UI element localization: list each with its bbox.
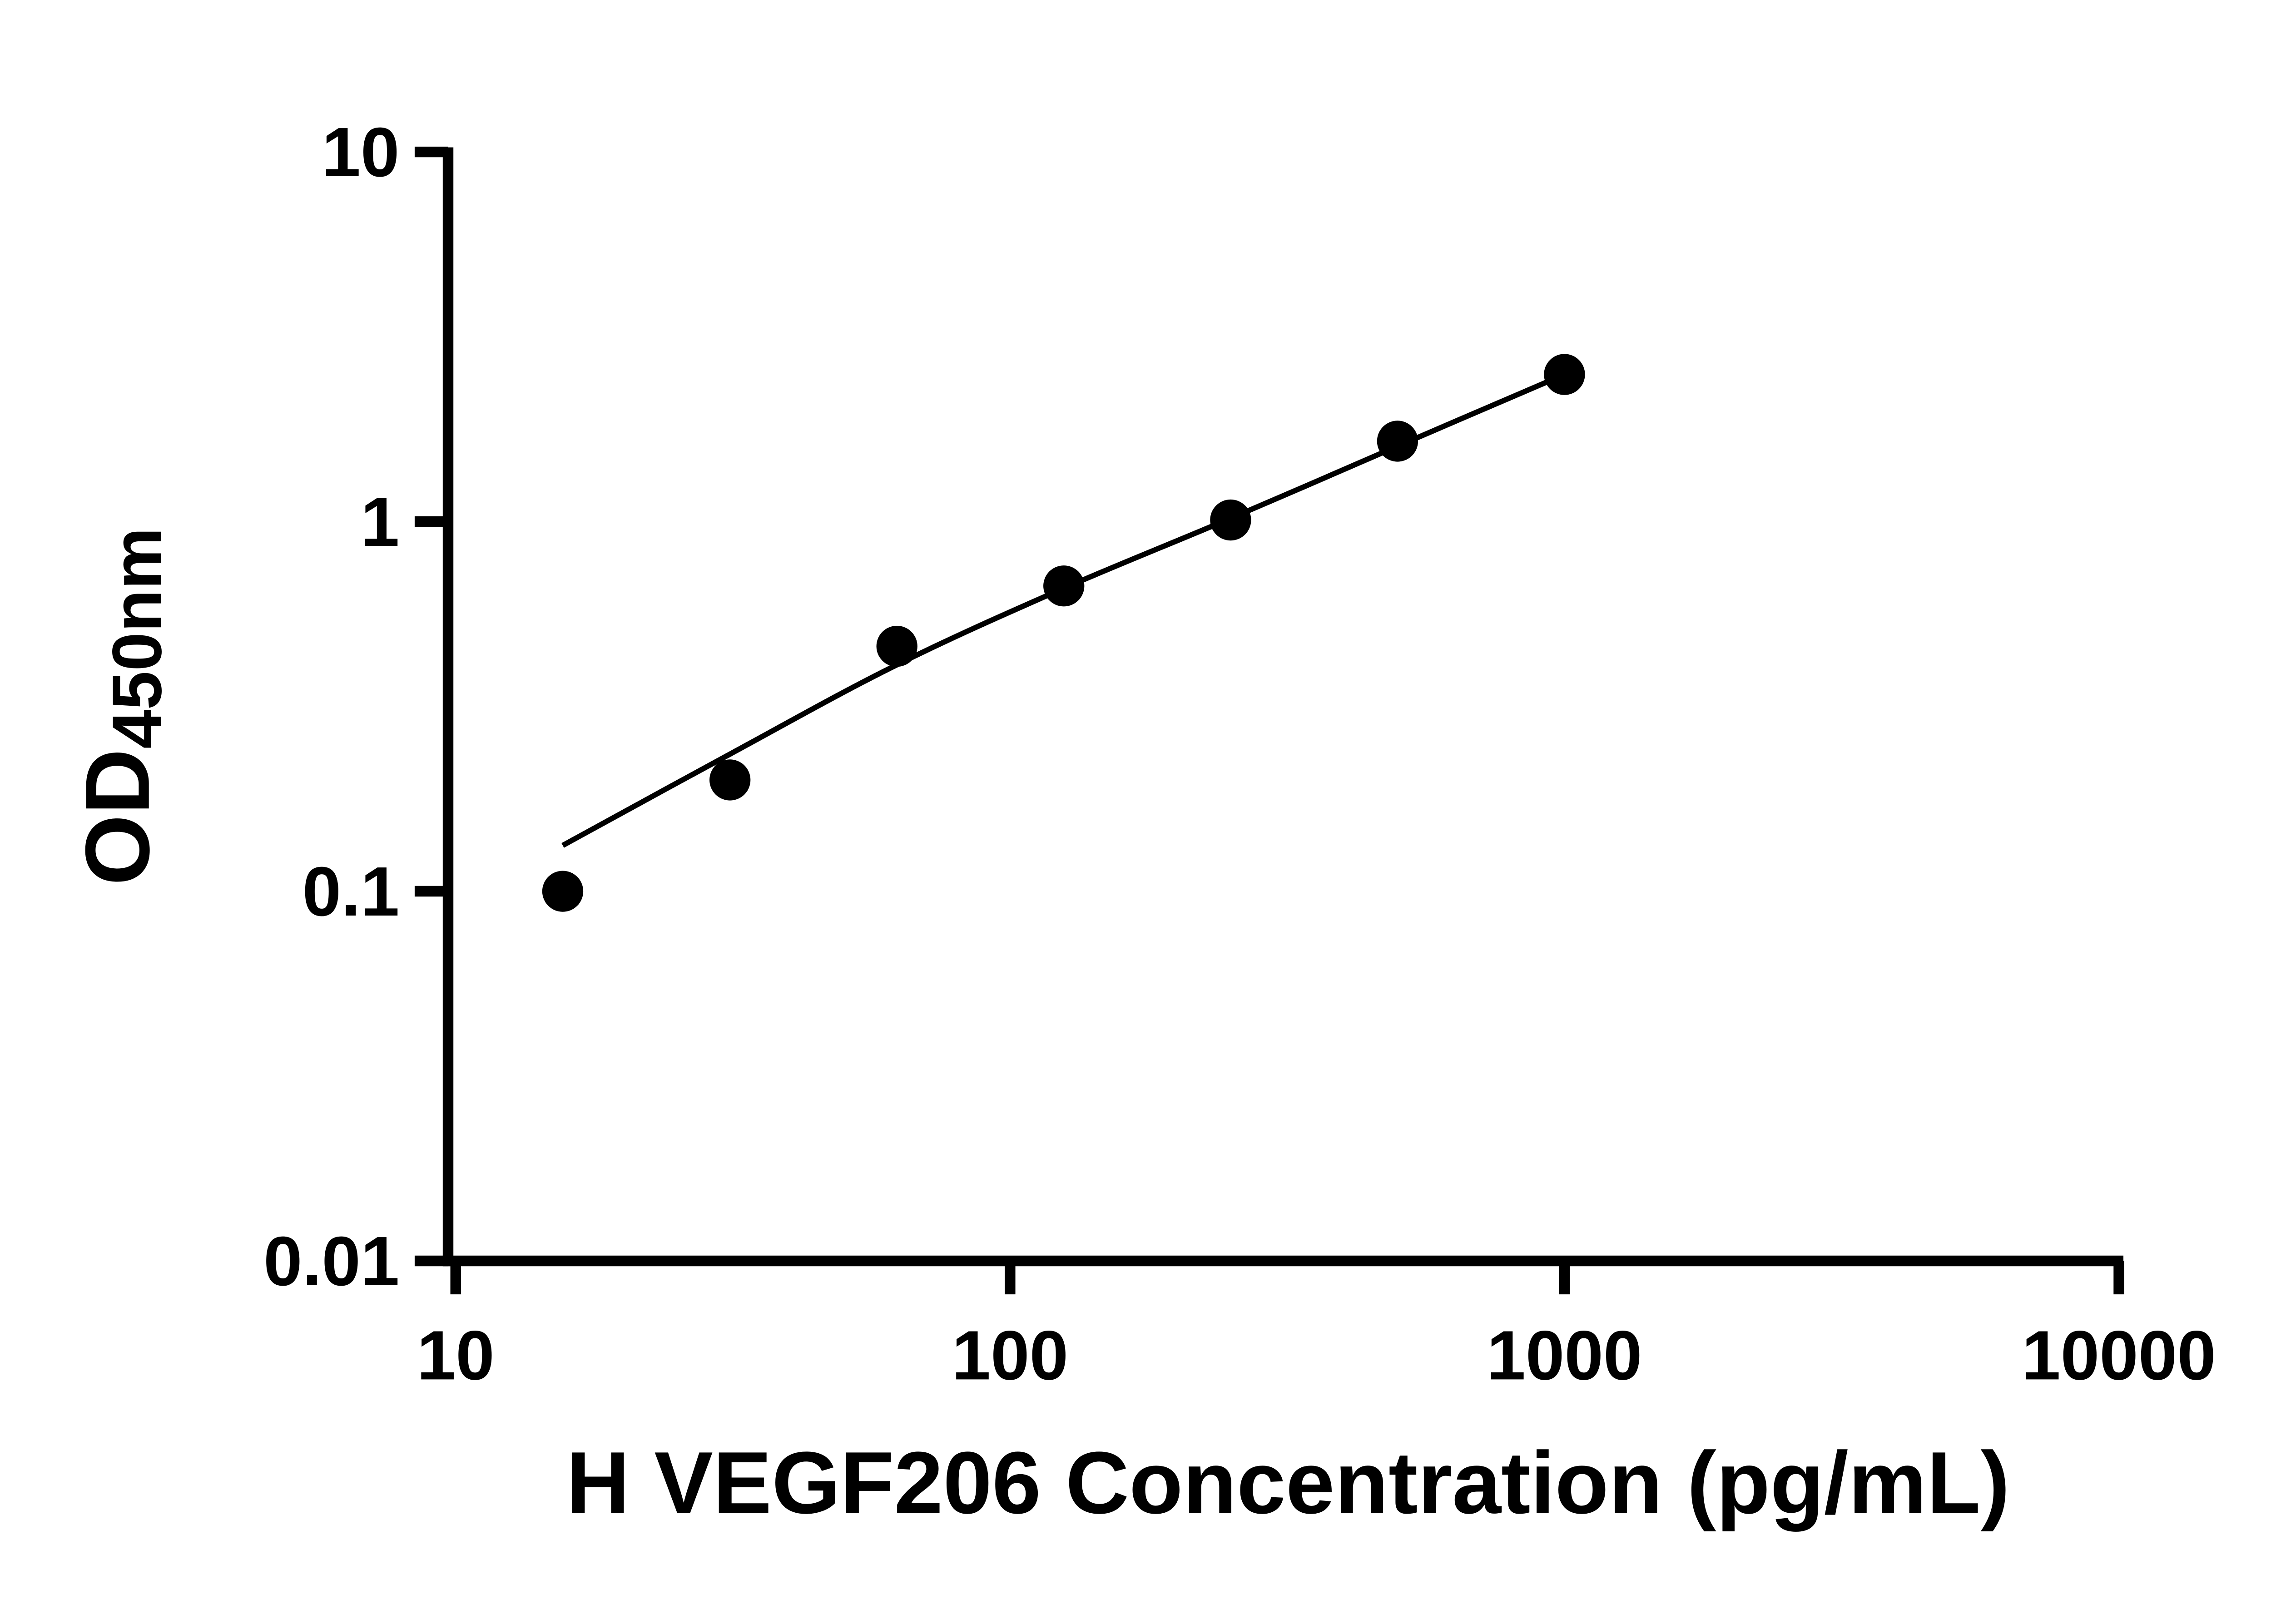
data-point <box>1377 421 1418 462</box>
data-point <box>1544 354 1585 395</box>
y-tick-label-1: 1 <box>361 483 400 561</box>
y-axis-title-subscript: 450nm <box>98 527 176 749</box>
y-tick-label-0.1: 0.1 <box>302 852 400 931</box>
y-axis-title: OD450nm <box>66 527 176 886</box>
x-tick-label-100: 100 <box>952 1316 1069 1394</box>
data-point <box>709 759 751 801</box>
data-point <box>1210 499 1251 541</box>
ticks-layer: 10 100 1000 10000 10 1 0.1 0.01 <box>263 113 2216 1394</box>
x-tick-label-1000: 1000 <box>1487 1316 1642 1394</box>
y-tick-label-0.01: 0.01 <box>263 1222 399 1300</box>
y-axis-title-main: OD <box>66 749 169 886</box>
data-point <box>1043 565 1085 607</box>
x-tick-label-10: 10 <box>417 1316 495 1394</box>
axes-layer <box>442 147 2124 1267</box>
data-point <box>876 625 917 667</box>
x-tick-label-10000: 10000 <box>2022 1316 2216 1394</box>
plot-layer <box>542 354 1585 912</box>
y-tick-label-10: 10 <box>322 113 399 191</box>
x-axis-title: H VEGF206 Concentration (pg/mL) <box>566 1434 2010 1532</box>
data-point <box>542 871 584 912</box>
